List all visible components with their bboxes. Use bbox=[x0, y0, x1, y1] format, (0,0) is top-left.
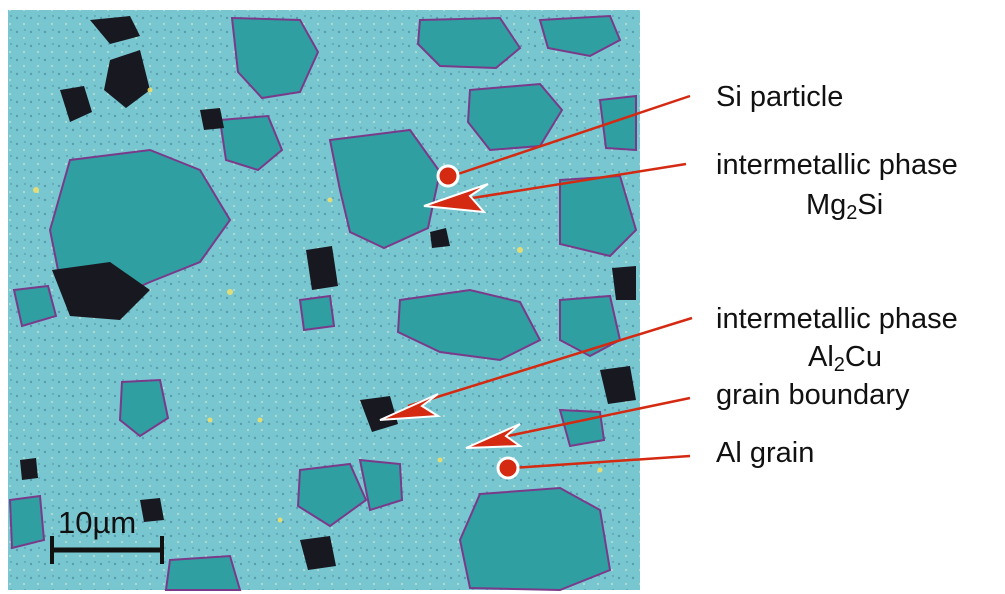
arrow-al2cu bbox=[379, 393, 442, 421]
label-grain-boundary: grain boundary bbox=[716, 379, 910, 411]
label-mg2si-formula: Mg2Si bbox=[806, 189, 884, 224]
annotation-lines bbox=[407, 94, 693, 470]
arrow-grain-boundary bbox=[465, 423, 523, 449]
label-al-grain: Al grain bbox=[716, 437, 815, 469]
label-si-particle: Si particle bbox=[716, 81, 844, 113]
scale-bar bbox=[50, 536, 164, 564]
micrograph-image bbox=[8, 10, 640, 592]
marker-al-grain bbox=[496, 456, 520, 480]
marker-si-particle bbox=[436, 164, 460, 188]
arrow-mg2si bbox=[423, 183, 489, 214]
scale-bar-label: 10µm bbox=[58, 505, 137, 540]
label-al2cu-formula: Al2Cu bbox=[808, 341, 882, 376]
label-mg2si-title: intermetallic phase bbox=[716, 149, 958, 181]
label-al2cu-title: intermetallic phase bbox=[716, 303, 958, 335]
